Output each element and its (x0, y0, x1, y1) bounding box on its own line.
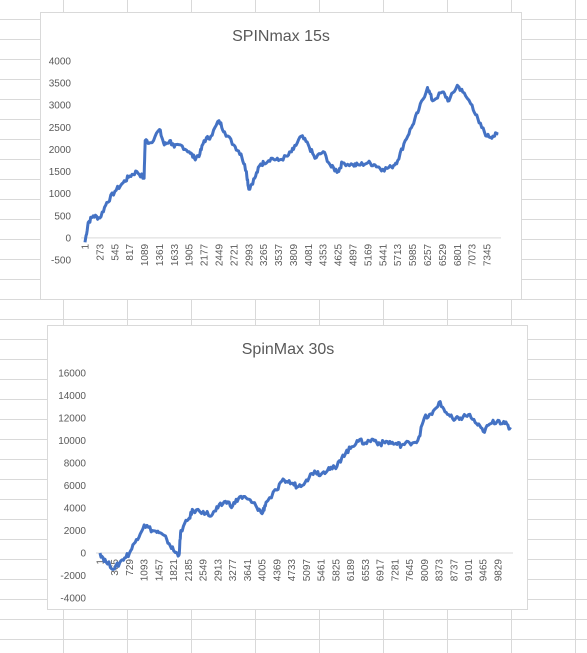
y-tick-label: 0 (65, 233, 71, 244)
x-tick-label: 1 (81, 243, 92, 249)
x-tick-label: 4081 (304, 243, 315, 266)
y-tick-label: 8000 (64, 459, 87, 470)
x-tick-label: 6801 (453, 243, 464, 266)
x-tick-label: 6553 (361, 559, 372, 582)
x-tick-label: 817 (125, 243, 136, 260)
x-tick-label: 9829 (493, 559, 504, 582)
x-tick-label: 6917 (376, 559, 387, 582)
x-tick-label: 2913 (213, 559, 224, 582)
x-tick-label: 6529 (438, 243, 449, 266)
x-tick-label: 7281 (390, 559, 401, 582)
y-tick-label: 3500 (49, 79, 72, 90)
x-tick-label: 7645 (405, 559, 416, 582)
x-tick-label: 729 (125, 559, 136, 576)
y-tick-label: 3000 (49, 101, 72, 112)
y-tick-label: 10000 (58, 436, 86, 447)
x-tick-label: 3641 (243, 559, 254, 582)
y-tick-label: -500 (51, 256, 71, 267)
y-tick-label: 1500 (49, 167, 72, 178)
chart-svg: SPINmax 15s -500 0 500 1000 1500 2000 2500 3000… (49, 28, 501, 267)
x-tick-label: 8009 (420, 559, 431, 582)
x-tick-label: 4005 (258, 559, 269, 582)
y-tick-label: 4000 (49, 57, 72, 68)
x-tick-label: 1633 (170, 243, 181, 266)
y-tick-label: 0 (80, 549, 86, 560)
y-tick-label: -2000 (60, 571, 86, 582)
x-tick-label: 5825 (331, 559, 342, 582)
x-tick-label: 1905 (185, 243, 196, 266)
y-tick-label: 12000 (58, 414, 86, 425)
x-tick-label: 2449 (215, 243, 226, 266)
chart-spinmax-15s[interactable]: SPINmax 15s -500 0 500 1000 1500 2000 2500 3000… (40, 12, 522, 300)
x-tick-label: 273 (95, 243, 106, 260)
x-tick-label: 1089 (140, 243, 151, 266)
x-tick-label: 5713 (393, 243, 404, 266)
x-tick-label: 4897 (349, 243, 360, 266)
series-line (98, 400, 512, 571)
x-tick-label: 5985 (408, 243, 419, 266)
y-tick-label: 16000 (58, 369, 86, 380)
chart-svg: SpinMax 30s -4000 -2000 0 2000 4000 6000 8000 1… (58, 341, 513, 605)
y-tick-label: 4000 (64, 504, 87, 515)
x-tick-label: 9465 (479, 559, 490, 582)
x-tick-label: 5169 (363, 243, 374, 266)
y-tick-label: 2500 (49, 123, 72, 134)
x-tick-label: 4733 (287, 559, 298, 582)
x-tick-label: 6189 (346, 559, 357, 582)
x-tick-label: 1361 (155, 243, 166, 266)
x-tick-label: 8737 (449, 559, 460, 582)
x-tick-label: 3537 (274, 243, 285, 266)
x-tick-label: 1821 (169, 559, 180, 582)
x-tick-label: 4369 (272, 559, 283, 582)
y-tick-label: 2000 (64, 526, 87, 537)
y-tick-label: 6000 (64, 481, 87, 492)
y-tick-label: 14000 (58, 391, 86, 402)
x-tick-label: 7345 (483, 243, 494, 266)
x-tick-label: 2177 (200, 243, 211, 266)
x-tick-label: 5097 (302, 559, 313, 582)
x-tick-label: 2721 (229, 243, 240, 266)
x-tick-label: 7073 (468, 243, 479, 266)
x-tick-label: 6257 (423, 243, 434, 266)
chart-title: SpinMax 30s (242, 341, 335, 358)
x-tick-label: 5441 (378, 243, 389, 266)
x-tick-label: 3265 (259, 243, 270, 266)
x-tick-label: 3277 (228, 559, 239, 582)
y-tick-label: 1000 (49, 189, 72, 200)
chart-title: SPINmax 15s (232, 28, 330, 45)
x-tick-label: 4353 (319, 243, 330, 266)
x-tick-label: 8373 (435, 559, 446, 582)
x-tick-label: 5461 (317, 559, 328, 582)
x-tick-label: 1093 (140, 559, 151, 582)
y-tick-label: 2000 (49, 145, 72, 156)
series-line (83, 83, 499, 243)
x-tick-label: 4625 (334, 243, 345, 266)
x-tick-label: 1 (96, 559, 107, 565)
x-tick-label: 3809 (289, 243, 300, 266)
x-tick-label: 9101 (464, 559, 475, 582)
x-tick-label: 2185 (184, 559, 195, 582)
y-tick-label: -4000 (60, 594, 86, 605)
x-tick-label: 545 (110, 243, 121, 260)
y-tick-label: 500 (54, 211, 71, 222)
x-tick-label: 2549 (199, 559, 210, 582)
x-tick-label: 2993 (244, 243, 255, 266)
x-tick-label: 1457 (154, 559, 165, 582)
chart-spinmax-30s[interactable]: SpinMax 30s -4000 -2000 0 2000 4000 6000 8000 1… (47, 325, 528, 610)
